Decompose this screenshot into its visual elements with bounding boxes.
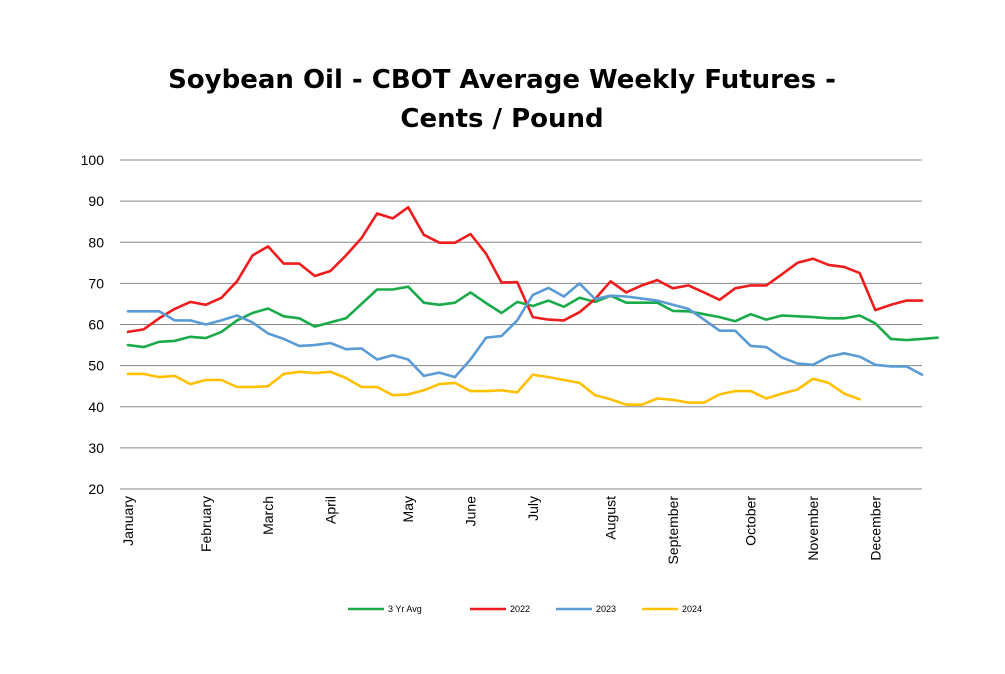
x-tick-label: April [322,496,338,524]
y-tick-label: 70 [88,275,104,291]
series-line-3 [126,370,862,407]
series-line-0 [126,285,939,349]
y-axis-ticks: 100 90 80 70 60 50 40 30 20 [81,152,105,497]
x-tick-label: October [743,496,759,546]
x-tick-label: July [525,496,541,521]
y-tick-label: 100 [81,152,105,168]
y-tick-label: 40 [88,399,104,415]
legend-label: 2024 [682,604,702,614]
x-tick-label: May [400,496,416,522]
y-tick-label: 60 [88,317,104,333]
gridlines [120,159,922,490]
legend-label: 2022 [510,604,530,614]
x-tick-label: January [120,496,136,546]
chart-title-line-2: Cents / Pound [400,104,603,134]
y-tick-label: 90 [88,193,104,209]
y-tick-label: 20 [88,481,104,497]
y-tick-label: 50 [88,358,104,374]
x-tick-label: March [260,496,276,535]
x-tick-label: September [665,496,681,565]
y-tick-label: 80 [88,234,104,250]
x-axis-ticks: January February March April May June July Augu… [120,496,883,565]
legend-label: 2023 [596,604,616,614]
x-tick-label: November [805,496,821,561]
series-lines [126,206,939,407]
series-line-1 [126,206,924,334]
y-tick-label: 30 [88,440,104,456]
x-tick-label: August [603,496,619,540]
series-line-2 [126,282,924,379]
chart-title-line-1: Soybean Oil - CBOT Average Weekly Future… [168,65,836,95]
x-tick-label: February [198,496,214,552]
x-tick-label: December [867,496,883,561]
legend-label: 3 Yr Avg [388,604,422,614]
legend: 3 Yr Avg 2022 2023 2024 [348,604,702,614]
x-tick-label: June [463,496,479,527]
